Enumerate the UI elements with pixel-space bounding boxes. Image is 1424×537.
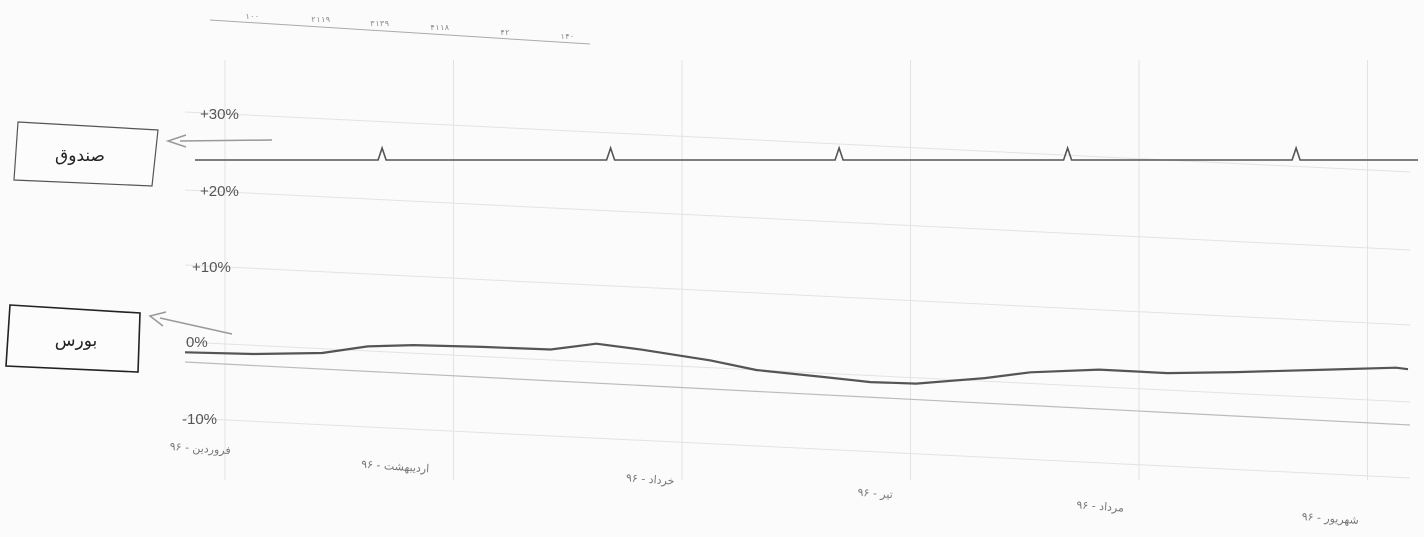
arrow-head-icon (148, 311, 167, 327)
top-strip: ۱۰۰ ۲۱۱۹ ۳۱۳۹ ۴۱۱۸ ۴۲ ۱۴۰ (209, 12, 591, 45)
arrow-head-icon (165, 134, 187, 148)
x-tick-label: مرداد - ۹۶ (1076, 498, 1125, 514)
top-strip-value: ۱۰۰ (245, 12, 259, 21)
stock-arrow (159, 317, 233, 335)
x-tick-label: اردیبهشت - ۹۶ (361, 458, 430, 476)
x-tick-label: خرداد - ۹۶ (626, 471, 675, 487)
stock-annotation: بورس (5, 304, 233, 373)
y-tick-label: +10% (192, 259, 231, 276)
top-strip-value: ۳۱۳۹ (370, 19, 389, 28)
top-strip-value: ۱۴۰ (560, 32, 574, 41)
fund-annotation: صندوق (13, 121, 273, 187)
grid-line (184, 264, 1411, 326)
top-strip-value: ۴۲ (500, 28, 510, 37)
y-tick-label: +30% (200, 106, 239, 123)
y-tick-label: 0% (186, 334, 208, 351)
fund-box-label: صندوق (55, 146, 105, 166)
grid-line (184, 189, 1411, 251)
grid-line (184, 417, 1411, 479)
y-tick-label: -10% (182, 411, 217, 428)
fund-box (13, 121, 159, 187)
stock-box-label: بورس (55, 331, 97, 351)
x-axis-labels: فروردین - ۹۶ اردیبهشت - ۹۶ خرداد - ۹۶ تیر -… (169, 440, 1359, 527)
series-line-fund (195, 145, 1418, 161)
grid-line (184, 111, 1411, 173)
fund-arrow (179, 139, 273, 142)
grid-line (184, 341, 1411, 403)
grid (184, 60, 1411, 480)
y-tick-label: +20% (200, 183, 239, 200)
x-tick-label: فروردین - ۹۶ (169, 440, 231, 457)
x-tick-label: شهریور - ۹۶ (1301, 510, 1359, 527)
top-strip-value: ۴۱۱۸ (430, 23, 449, 32)
zero-baseline (184, 361, 1411, 426)
series-line-stock (184, 342, 1409, 385)
series-layer (184, 145, 1418, 385)
stock-box (5, 304, 141, 373)
x-tick-label: تیر - ۹۶ (857, 486, 893, 501)
top-strip-value: ۲۱۱۹ (311, 15, 330, 24)
